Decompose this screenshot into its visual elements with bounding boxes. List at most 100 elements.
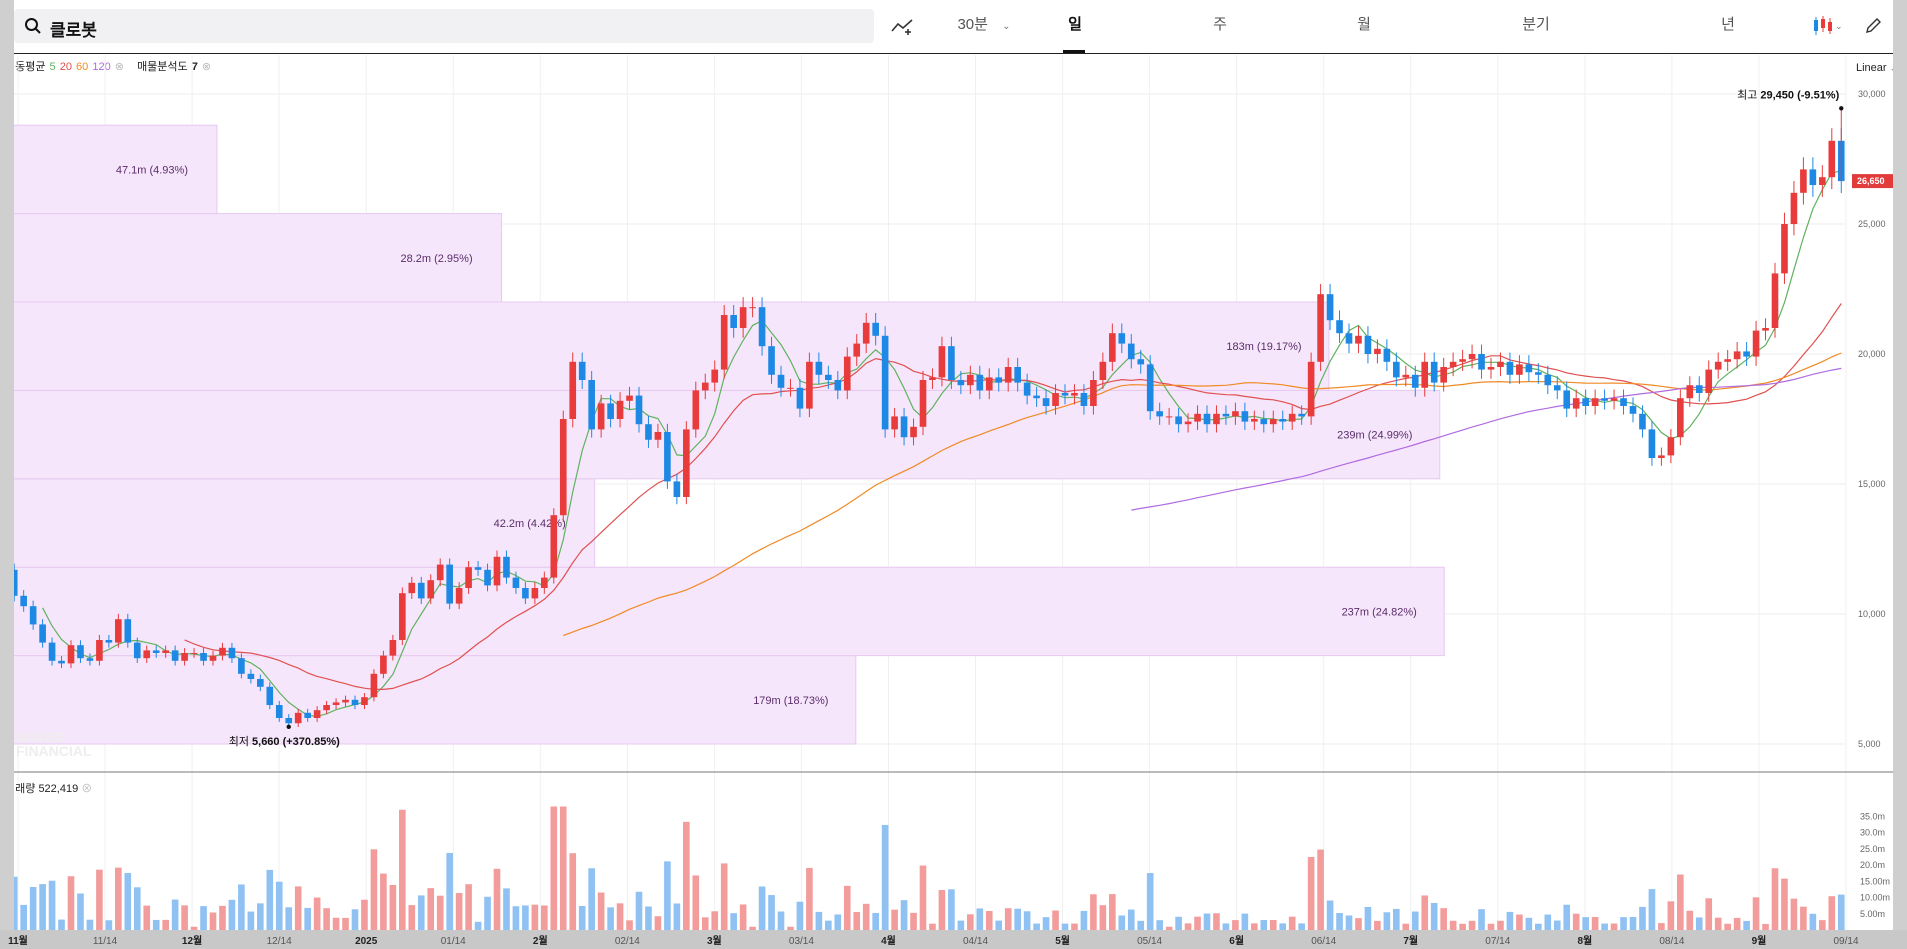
ma-period-60: 60 xyxy=(76,61,89,73)
candle xyxy=(1516,355,1523,384)
volume-bar xyxy=(1667,901,1675,930)
candle-body xyxy=(294,712,302,724)
candle xyxy=(948,336,955,389)
candle-body xyxy=(10,569,18,596)
candle-body xyxy=(1601,398,1608,401)
volume-bar xyxy=(200,906,207,930)
volume-bar xyxy=(1364,906,1372,930)
volume-bar xyxy=(683,821,690,930)
volume-bar xyxy=(1449,920,1457,930)
candle-body xyxy=(588,380,595,430)
candle xyxy=(171,645,179,666)
candle-body xyxy=(86,658,94,661)
close-icon[interactable]: ⊗ xyxy=(201,61,212,73)
indicator-add-icon[interactable] xyxy=(886,0,920,54)
volume-bar xyxy=(1620,917,1627,930)
volume-bar xyxy=(1232,920,1239,930)
close-icon[interactable]: ⊗ xyxy=(81,783,93,795)
candle-body xyxy=(162,650,169,653)
tab-period[interactable]: 주 xyxy=(1213,16,1227,33)
candle-body xyxy=(1714,361,1722,370)
volume-bar xyxy=(1336,913,1343,930)
candle xyxy=(1175,407,1182,433)
search-icon xyxy=(25,18,41,34)
chevron-down-icon: ⌄ xyxy=(1002,21,1011,32)
x-axis-strip xyxy=(0,930,1907,949)
volume-bar xyxy=(910,912,917,930)
volume-bar xyxy=(1601,923,1608,930)
candle-body xyxy=(1279,419,1287,422)
tab-period[interactable]: 월 xyxy=(1357,16,1371,33)
candle-body xyxy=(1393,361,1400,378)
volume-bar xyxy=(1582,917,1589,930)
candle-body xyxy=(115,619,122,643)
vp-label: 매물분석도 xyxy=(137,61,188,73)
volume-bar xyxy=(1317,849,1324,930)
volume-bar xyxy=(1610,923,1618,930)
x-tick-label: 6월 xyxy=(1229,935,1244,947)
candle-body xyxy=(408,582,416,594)
candle-body xyxy=(474,567,482,570)
candle xyxy=(692,381,700,438)
candle xyxy=(720,305,728,379)
candle xyxy=(1194,405,1201,430)
candle-body xyxy=(228,647,236,659)
candle-body xyxy=(247,673,255,679)
candle-body xyxy=(569,361,577,419)
candle xyxy=(1156,402,1163,425)
volume-bar xyxy=(900,900,908,930)
x-tick-label: 12/14 xyxy=(267,936,292,947)
candle xyxy=(1639,405,1646,438)
candle-body xyxy=(872,322,879,336)
candle-body xyxy=(342,699,349,703)
tab-period[interactable]: 년 xyxy=(1721,16,1735,33)
candle xyxy=(635,386,643,433)
candle xyxy=(1800,157,1807,205)
volume-bar xyxy=(1677,874,1684,930)
candle-body xyxy=(1705,369,1713,393)
volume-bar xyxy=(843,885,851,930)
tab-period[interactable]: 일 xyxy=(1068,16,1082,33)
candle xyxy=(351,695,359,710)
high-label: 최고 xyxy=(1737,88,1760,101)
candle-body xyxy=(1023,382,1031,396)
volume-bar xyxy=(834,914,842,930)
candle xyxy=(1383,339,1391,372)
tab-period[interactable]: 분기 xyxy=(1522,16,1550,33)
candle xyxy=(474,561,482,576)
search-box[interactable]: 클로봇 xyxy=(14,9,874,43)
volume-bar xyxy=(1090,894,1097,930)
volume-profile-label: 28.2m (2.95%) xyxy=(400,253,472,265)
candlestick-icon[interactable]: ⌄ xyxy=(1806,0,1846,54)
volume-bar xyxy=(408,905,416,930)
volume-bar xyxy=(152,919,160,930)
pencil-icon[interactable] xyxy=(1856,0,1890,54)
volume-bar xyxy=(512,906,520,930)
volume-bar xyxy=(247,911,255,930)
volume-bar xyxy=(455,893,463,930)
volume-bar xyxy=(1459,923,1466,930)
volume-bar xyxy=(1743,920,1750,930)
candle-body xyxy=(1014,367,1021,383)
candle xyxy=(77,640,84,663)
candle xyxy=(1052,384,1059,415)
candle-body xyxy=(1733,351,1741,360)
candle xyxy=(1004,357,1012,392)
x-tick-label: 06/14 xyxy=(1311,936,1336,947)
candle-body xyxy=(455,588,463,604)
volume-bar xyxy=(787,926,794,930)
candle-body xyxy=(313,710,321,718)
close-icon[interactable]: ⊗ xyxy=(114,61,124,73)
candle-body xyxy=(1468,354,1476,360)
candle-body xyxy=(976,374,984,391)
volume-bar xyxy=(985,911,993,930)
volume-bar xyxy=(304,907,311,930)
candle-body xyxy=(1061,393,1069,396)
candle xyxy=(455,582,463,610)
candle-body xyxy=(266,686,274,705)
volume-bar xyxy=(1118,915,1126,930)
interval-dropdown[interactable]: 30분 ⌄ xyxy=(944,0,1024,54)
volume-bar xyxy=(1705,898,1713,930)
volume-bar xyxy=(380,873,387,930)
volume-bar xyxy=(1535,923,1542,930)
